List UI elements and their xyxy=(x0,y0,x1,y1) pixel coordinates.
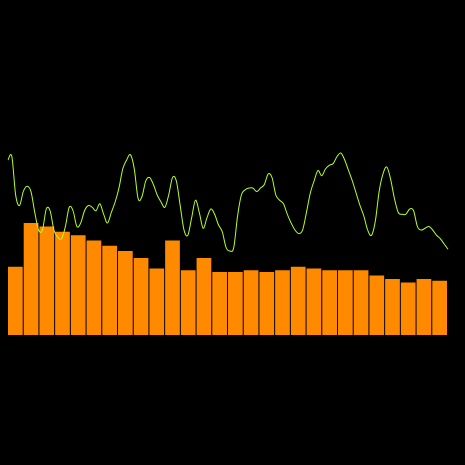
bar xyxy=(259,272,275,335)
bar xyxy=(275,270,290,335)
bar xyxy=(322,270,337,335)
bar-series xyxy=(8,223,447,335)
bar xyxy=(243,270,259,335)
bar xyxy=(102,245,117,335)
bar xyxy=(353,270,369,335)
bar xyxy=(86,240,102,335)
line-series xyxy=(7,152,449,252)
bar xyxy=(385,279,400,335)
bar xyxy=(432,280,447,335)
bar xyxy=(400,282,416,335)
bar xyxy=(228,272,243,335)
bar xyxy=(290,266,306,335)
bar xyxy=(55,231,70,335)
bar xyxy=(165,240,180,335)
bar xyxy=(212,272,227,335)
bar xyxy=(416,279,432,335)
line-series-group xyxy=(7,152,449,252)
bar xyxy=(338,270,353,335)
bar xyxy=(118,251,133,335)
bar xyxy=(23,223,39,335)
bar xyxy=(180,270,196,335)
bar xyxy=(8,266,23,335)
bar xyxy=(306,268,322,335)
bar xyxy=(133,258,149,335)
bar xyxy=(196,258,212,335)
bar xyxy=(70,235,86,335)
bar xyxy=(149,268,165,335)
bar xyxy=(369,275,385,335)
bar xyxy=(39,226,55,335)
